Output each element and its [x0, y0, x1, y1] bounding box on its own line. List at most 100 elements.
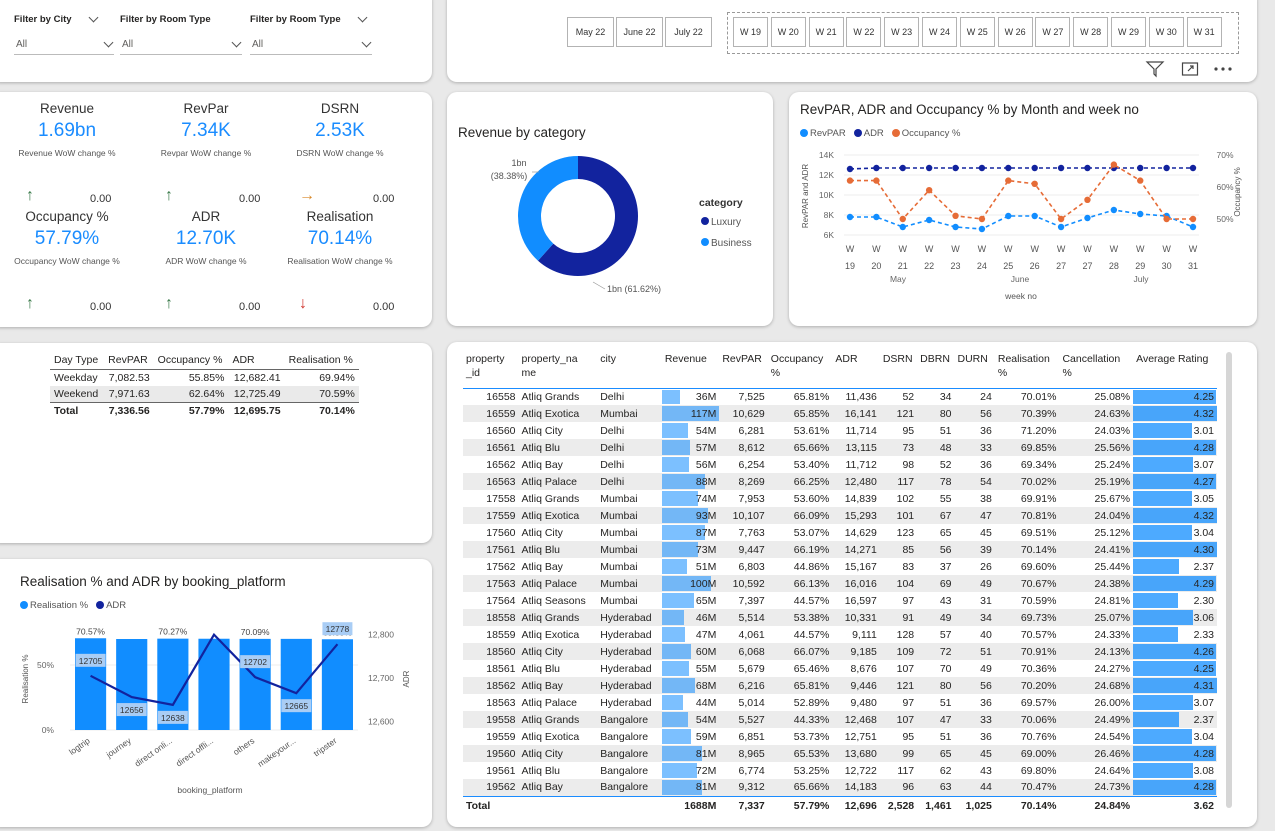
data-point[interactable]	[899, 223, 906, 231]
data-point[interactable]	[1031, 212, 1038, 220]
chevron-down-icon[interactable]	[357, 12, 368, 23]
data-point[interactable]	[925, 164, 933, 172]
table-row[interactable]: 17563 Atliq Palace Mumbai 100M 10,592 66.13% 1…	[463, 575, 1217, 592]
table-row[interactable]: 17562 Atliq Bay Mumbai 51M 6,803 44.86% 15,167…	[463, 558, 1217, 575]
table-row[interactable]: 17560 Atliq City Mumbai 87M 7,763 53.07% 14,62…	[463, 524, 1217, 541]
data-point[interactable]	[1189, 164, 1197, 172]
table-row[interactable]: 16558 Atliq Grands Delhi 36M 7,525 65.81% 11,4…	[463, 388, 1217, 405]
column-header[interactable]: Realisation %	[994, 350, 1060, 389]
data-point[interactable]	[1163, 164, 1170, 172]
month-button[interactable]: July 22	[665, 17, 712, 47]
column-header[interactable]: city	[597, 350, 662, 389]
data-point[interactable]	[1189, 215, 1197, 223]
column-header[interactable]: Revenue	[661, 350, 720, 389]
week-button[interactable]: W 28	[1073, 17, 1109, 47]
table-row[interactable]: 16560 Atliq City Delhi 54M 6,281 53.61% 11,714…	[463, 422, 1217, 439]
table-row[interactable]: 16562 Atliq Bay Delhi 56M 6,254 53.40% 11,712 9…	[463, 456, 1217, 473]
column-header[interactable]: Occupancy %	[153, 351, 229, 370]
data-point[interactable]	[925, 187, 933, 194]
week-button[interactable]: W 25	[959, 17, 995, 47]
more-options-icon[interactable]	[1213, 66, 1233, 72]
data-point[interactable]	[1189, 223, 1197, 231]
donut-slice-business[interactable]	[518, 156, 578, 261]
series-line[interactable]	[850, 209, 1194, 230]
column-header[interactable]: DURN	[954, 350, 995, 389]
table-row[interactable]: Weekday 7,082.53 55.85% 12,682.41 69.94%	[50, 370, 359, 387]
data-point[interactable]	[846, 177, 854, 184]
data-point[interactable]	[978, 225, 986, 233]
data-point[interactable]	[925, 216, 933, 224]
data-point[interactable]	[978, 215, 986, 223]
room-type-filter-2[interactable]: Filter by Room Type All	[250, 12, 372, 55]
month-button[interactable]: May 22	[567, 17, 614, 47]
data-point[interactable]	[952, 164, 959, 172]
table-row[interactable]: 18559 Atliq Exotica Hyderabad 47M 4,061 44.57…	[463, 626, 1217, 643]
week-button[interactable]: W 26	[997, 17, 1033, 47]
column-header[interactable]: ADR	[228, 351, 285, 370]
data-point[interactable]	[1110, 161, 1118, 168]
data-point[interactable]	[1057, 223, 1065, 231]
table-scrollbar[interactable]	[1226, 352, 1232, 808]
data-point[interactable]	[952, 223, 959, 231]
column-header[interactable]: ADR	[832, 350, 880, 389]
data-point[interactable]	[1084, 214, 1091, 222]
table-row[interactable]: Weekend 7,971.63 62.64% 12,725.49 70.59%	[50, 386, 359, 403]
table-row[interactable]: 17564 Atliq Seasons Mumbai 65M 7,397 44.57% 16…	[463, 592, 1217, 609]
table-row[interactable]: 19561 Atliq Blu Bangalore 72M 6,774 53.25% 12,…	[463, 762, 1217, 779]
filter-icon[interactable]	[1145, 60, 1165, 78]
table-row[interactable]: 16559 Atliq Exotica Mumbai 117M 10,629 65.85%…	[463, 405, 1217, 422]
bar[interactable]	[116, 639, 148, 730]
data-point[interactable]	[846, 165, 854, 173]
column-header[interactable]: Average Rating	[1133, 350, 1217, 389]
table-row[interactable]: 19562 Atliq Bay Bangalore 81M 9,312 65.66% 14,…	[463, 779, 1217, 796]
data-point[interactable]	[873, 213, 880, 221]
column-header[interactable]: Occupancy %	[767, 350, 833, 389]
column-header[interactable]: Day Type	[50, 351, 105, 370]
table-row[interactable]: 18563 Atliq Palace Hyderabad 44M 5,014 52.89%…	[463, 694, 1217, 711]
adr-line[interactable]	[90, 632, 339, 707]
room-type-filter-1[interactable]: Filter by Room Type All	[120, 14, 242, 55]
column-header[interactable]: DBRN	[917, 350, 955, 389]
week-button[interactable]: W 21	[808, 17, 844, 47]
table-row[interactable]: 19559 Atliq Exotica Bangalore 59M 6,851 53.73…	[463, 728, 1217, 745]
table-row[interactable]: 17559 Atliq Exotica Mumbai 93M 10,107 66.09% 1…	[463, 507, 1217, 524]
column-header[interactable]: Cancellation %	[1059, 350, 1134, 389]
series-line[interactable]	[849, 167, 1193, 170]
data-point[interactable]	[1057, 215, 1065, 223]
week-button[interactable]: W 29	[1111, 17, 1146, 47]
data-point[interactable]	[873, 177, 880, 184]
city-filter-dropdown[interactable]: All	[14, 35, 114, 55]
month-button[interactable]: June 22	[616, 17, 663, 47]
data-point[interactable]	[1084, 196, 1091, 203]
city-filter[interactable]: Filter by City All	[14, 12, 114, 55]
data-point[interactable]	[1137, 210, 1144, 218]
donut-slice-luxury[interactable]	[537, 156, 638, 276]
table-row[interactable]: 16561 Atliq Blu Delhi 57M 8,612 65.66% 13,115 7…	[463, 439, 1217, 456]
table-row[interactable]: 18560 Atliq City Hyderabad 60M 6,068 66.07% 9,…	[463, 643, 1217, 660]
column-header[interactable]: DSRN	[879, 350, 918, 389]
data-point[interactable]	[952, 212, 959, 219]
data-point[interactable]	[1057, 164, 1065, 172]
data-point[interactable]	[899, 164, 906, 172]
data-point[interactable]	[978, 164, 986, 172]
focus-mode-icon[interactable]	[1181, 61, 1199, 77]
data-point[interactable]	[1110, 206, 1118, 214]
bar[interactable]	[239, 638, 271, 730]
week-button[interactable]: W 19	[733, 17, 768, 47]
data-point[interactable]	[873, 164, 880, 172]
table-row[interactable]: 19558 Atliq Grands Bangalore 54M 5,527 44.33%…	[463, 711, 1217, 728]
bar[interactable]	[75, 638, 107, 730]
table-row[interactable]: 18558 Atliq Grands Hyderabad 46M 5,514 53.38%…	[463, 609, 1217, 626]
data-point[interactable]	[1031, 164, 1038, 172]
table-row[interactable]: 18561 Atliq Blu Hyderabad 55M 5,679 65.46% 8,6…	[463, 660, 1217, 677]
column-header[interactable]: property_na me	[518, 350, 598, 389]
week-button[interactable]: W 23	[884, 17, 920, 47]
week-button[interactable]: W 24	[922, 17, 957, 47]
week-button[interactable]: W 22	[846, 17, 882, 47]
table-row[interactable]: 17561 Atliq Blu Mumbai 73M 9,447 66.19% 14,271…	[463, 541, 1217, 558]
column-header[interactable]: RevPAR	[104, 351, 154, 370]
data-point[interactable]	[1137, 177, 1144, 184]
room-type-dropdown-1[interactable]: All	[120, 35, 242, 55]
column-header[interactable]: RevPAR	[719, 350, 768, 389]
week-button[interactable]: W 30	[1148, 17, 1184, 47]
